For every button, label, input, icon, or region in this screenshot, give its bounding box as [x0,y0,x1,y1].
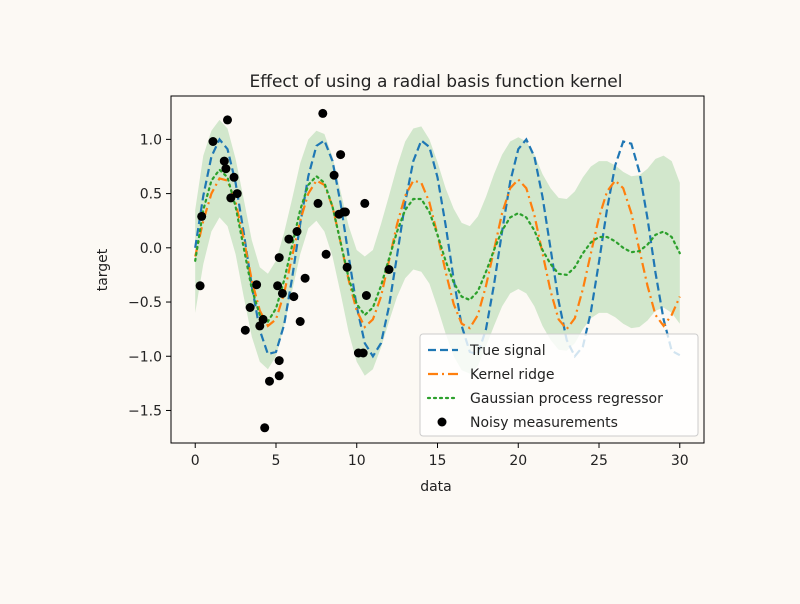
legend-label: Kernel ridge [470,367,554,383]
y-tick-label: 0.5 [140,187,162,203]
x-axis: 0 5 10 15 20 25 30 [191,443,689,469]
x-tick-label: 15 [429,453,447,469]
legend: True signal Kernel ridge Gaussian process … [419,333,699,437]
x-tick-label: 30 [671,453,689,469]
data-point [342,262,352,272]
series-line-2 [194,168,681,324]
data-point [245,303,255,312]
legend-label: Gaussian process regressor [470,391,663,407]
legend-box [419,333,699,437]
data-point [252,280,262,290]
data-point [260,423,270,433]
x-tick-label: 20 [509,453,527,469]
data-point [265,376,274,386]
plot-area [194,108,681,433]
y-tick-label: 1.0 [140,132,162,148]
data-point [208,137,218,146]
data-point [273,281,283,291]
x-axis-label: data [420,479,452,495]
data-point [292,227,302,236]
x-tick-label: 25 [590,453,608,469]
data-point [300,273,310,283]
data-point [240,325,250,335]
y-axis: −1.5 −1.0 −0.5 0.0 0.5 1.0 [128,132,171,419]
data-point [336,150,346,160]
data-point [360,198,370,208]
x-tick-label: 0 [191,453,200,469]
y-axis-label: target [95,248,111,291]
y-tick-label: 0.0 [140,241,162,257]
series-line-0 [194,137,681,359]
y-tick-label: −1.0 [128,349,162,365]
data-point [274,356,284,366]
y-tick-label: −1.5 [128,403,162,419]
data-point [284,234,294,244]
data-point [318,108,328,118]
data-point [361,291,371,300]
data-point [384,265,394,274]
legend-label: Noisy measurements [470,415,618,431]
data-point [274,253,284,263]
data-point [289,292,299,302]
data-point [358,348,368,358]
y-tick-label: −0.5 [128,295,162,311]
data-point [219,156,229,166]
data-point [195,281,205,291]
data-point [221,164,231,174]
data-point [313,198,323,208]
x-tick-label: 5 [272,453,281,469]
data-point [223,115,232,125]
data-point [226,193,236,203]
x-tick-label: 10 [348,453,366,469]
data-point [274,371,284,381]
data-point [321,249,331,259]
legend-marker [437,417,447,427]
chart-title: Effect of using a radial basis function … [250,72,623,92]
data-point [258,314,268,324]
data-point [340,207,350,217]
data-point [232,189,242,199]
legend-label: True signal [469,343,546,359]
data-point [295,317,305,326]
data-point [229,172,239,182]
data-point [277,288,287,298]
data-point [197,211,207,221]
data-point [329,170,339,180]
confidence-band [195,119,680,376]
